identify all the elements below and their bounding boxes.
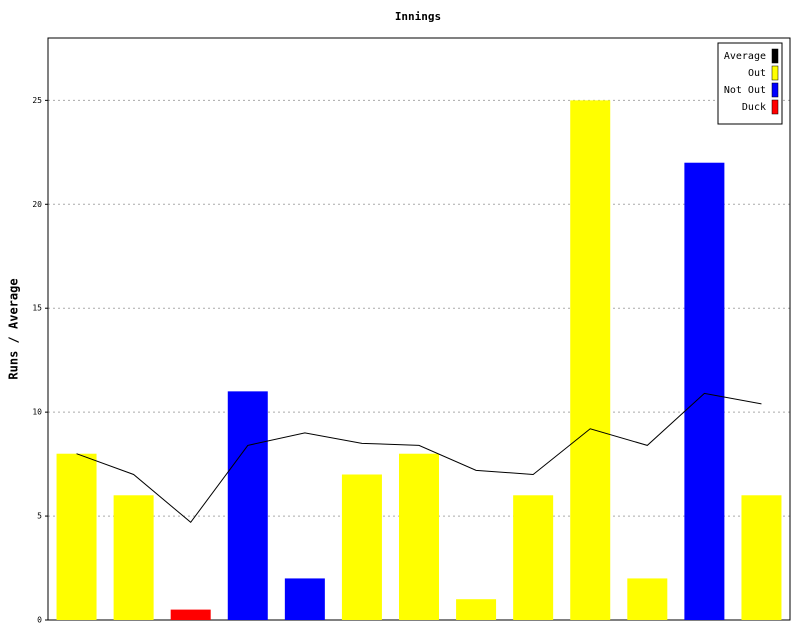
bar [56,453,97,620]
bar [113,495,154,620]
legend-label: Duck [742,102,766,113]
chart-title: Innings [395,10,441,23]
y-tick-label: 15 [32,304,42,313]
y-tick-label: 10 [32,408,42,417]
y-tick-label: 5 [37,512,42,521]
bar [284,578,325,620]
bar [399,453,439,620]
bar [341,474,382,620]
bar [513,495,554,620]
legend-label: Out [748,68,766,79]
average-line [76,392,762,524]
bar [456,599,497,620]
legend-swatch [771,65,779,81]
legend-label: Average [724,51,766,62]
bar [170,609,211,620]
bar [627,578,668,620]
legend-swatch [771,48,779,64]
legend-box [717,42,783,125]
y-axis-label: Runs / Average [7,278,21,379]
bar [570,100,611,621]
legend-swatch [771,99,779,115]
legend-label: Not Out [724,85,766,96]
y-tick-label: 25 [32,96,42,105]
bar [227,391,268,620]
y-tick-label: 0 [37,616,42,625]
bar [741,495,782,620]
bar [684,162,725,620]
legend-swatch [771,82,779,98]
y-tick-label: 20 [32,200,42,209]
